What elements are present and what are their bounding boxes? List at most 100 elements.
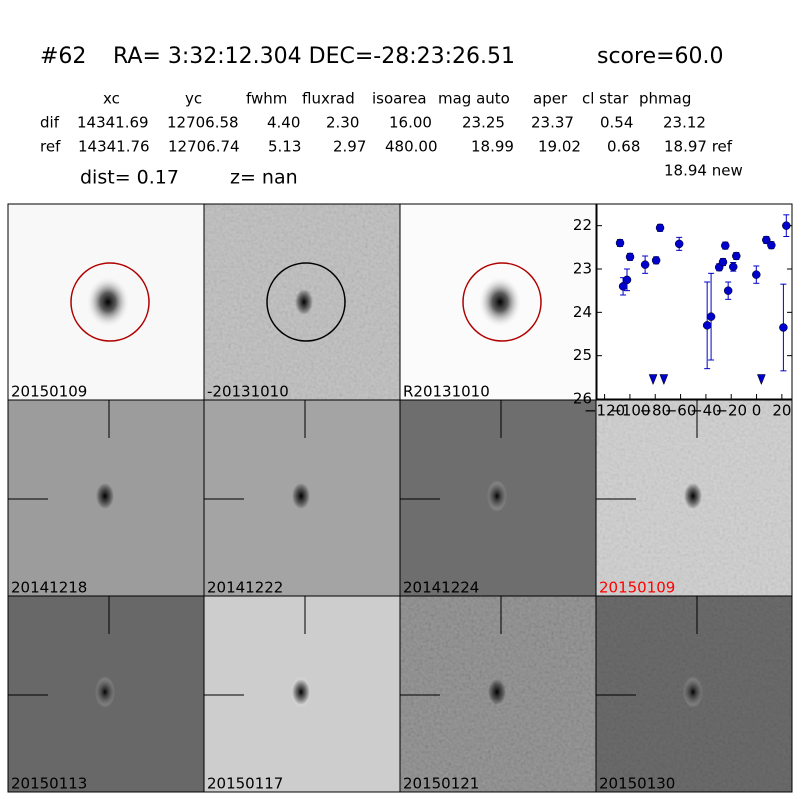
- phmag-new: 18.94 new: [664, 162, 743, 180]
- panel-label: R20131010: [403, 383, 490, 401]
- dist: dist= 0.17: [80, 167, 179, 189]
- x-tick-label: 0: [752, 402, 762, 420]
- row-label: dif: [40, 114, 60, 132]
- point: [622, 275, 632, 285]
- panel-label: 20150117: [207, 775, 283, 793]
- table-cell: 12706.74: [168, 138, 240, 156]
- aperture-circle: [266, 262, 346, 342]
- table-cell: 12706.58: [167, 114, 239, 132]
- point: [655, 223, 665, 233]
- x-tick-label: −20: [715, 402, 747, 420]
- x-tick-label: −40: [690, 402, 722, 420]
- point: [782, 221, 791, 230]
- image-panel: 20150109: [7, 203, 205, 401]
- image-panel: 20150109: [595, 399, 793, 597]
- table-cell: 5.13: [268, 138, 301, 156]
- column-header: cl star: [582, 90, 629, 108]
- column-header: mag auto: [438, 90, 510, 108]
- aperture-circle: [70, 262, 150, 342]
- panel-label: 20150113: [11, 775, 87, 793]
- score: score=60.0: [597, 44, 724, 69]
- source: [292, 483, 310, 509]
- column-header: fwhm: [246, 90, 287, 108]
- point: [615, 238, 625, 248]
- panel-label: 20141218: [11, 579, 87, 597]
- column-header: phmag: [639, 90, 691, 108]
- point: [674, 239, 684, 249]
- column-header: xc: [103, 90, 120, 108]
- table-cell: 2.30: [326, 114, 359, 132]
- table-cell: 16.00: [389, 114, 432, 132]
- panel-label: 20141224: [403, 579, 479, 597]
- upper-limit: [659, 374, 669, 386]
- image-panel: 20150113: [7, 595, 205, 793]
- aperture-circle: [462, 262, 542, 342]
- table-cell: 23.37: [531, 114, 574, 132]
- table-cell: 14341.69: [77, 114, 149, 132]
- column-header: isoarea: [372, 90, 427, 108]
- table-cell: 2.97: [333, 138, 366, 156]
- row-label: ref: [40, 138, 61, 156]
- table-cell: 18.99: [471, 138, 514, 156]
- image-panel: 20150117: [203, 595, 401, 793]
- panel-label: 20150121: [403, 775, 479, 793]
- source: [96, 483, 114, 509]
- table-cell: 480.00: [385, 138, 438, 156]
- table-cell: 19.02: [538, 138, 581, 156]
- point: [651, 256, 661, 265]
- image-panel: 20141218: [7, 399, 205, 597]
- point: [721, 241, 730, 250]
- table-cell: 18.97 ref: [664, 138, 733, 156]
- point: [718, 257, 728, 267]
- upper-limit: [756, 374, 766, 386]
- y-tick-label: 26: [573, 390, 592, 408]
- panel-label: 20150130: [599, 775, 675, 793]
- panel-border: [595, 595, 793, 793]
- panel-label: 20150109: [11, 383, 87, 401]
- column-header: yc: [185, 90, 202, 108]
- image-panel: 20150130: [595, 595, 793, 793]
- chart-background: [596, 203, 793, 400]
- table-cell: 4.40: [267, 114, 300, 132]
- y-tick-label: 22: [573, 216, 592, 234]
- table-cell: 14341.76: [78, 138, 150, 156]
- image-panel: 20141222: [203, 399, 401, 597]
- panel-label: 20150109: [599, 579, 675, 597]
- image-panel: 20150121: [399, 595, 597, 793]
- point: [767, 240, 776, 250]
- point: [640, 260, 650, 269]
- source: [488, 483, 506, 509]
- source: [478, 276, 522, 328]
- source-id: #62: [40, 44, 86, 69]
- y-tick-label: 25: [573, 346, 592, 364]
- upper-limit: [648, 374, 658, 386]
- image-panel: -20131010: [203, 203, 401, 401]
- coordinates: RA= 3:32:12.304 DEC=-28:23:26.51: [113, 44, 515, 69]
- x-tick-label: −60: [665, 402, 697, 420]
- source: [292, 679, 310, 705]
- point: [723, 286, 733, 295]
- source: [86, 276, 130, 328]
- x-tick-label: −100: [609, 402, 650, 420]
- panel-label: -20131010: [207, 383, 289, 401]
- y-tick-label: 23: [573, 260, 592, 278]
- column-header: aper: [533, 90, 568, 108]
- image-panel: R20131010: [399, 203, 597, 401]
- table-cell: 23.12: [663, 114, 706, 132]
- source: [684, 483, 702, 509]
- point: [706, 312, 716, 321]
- source: [488, 679, 506, 705]
- source: [295, 289, 313, 315]
- point: [752, 270, 761, 279]
- x-tick-label: 20: [772, 402, 791, 420]
- point: [779, 323, 788, 332]
- image-panel: 20141224: [399, 399, 597, 597]
- point: [732, 251, 741, 261]
- point: [728, 262, 738, 272]
- panel-label: 20141222: [207, 579, 283, 597]
- point: [625, 252, 635, 262]
- x-tick-label: −80: [639, 402, 671, 420]
- point: [702, 321, 712, 330]
